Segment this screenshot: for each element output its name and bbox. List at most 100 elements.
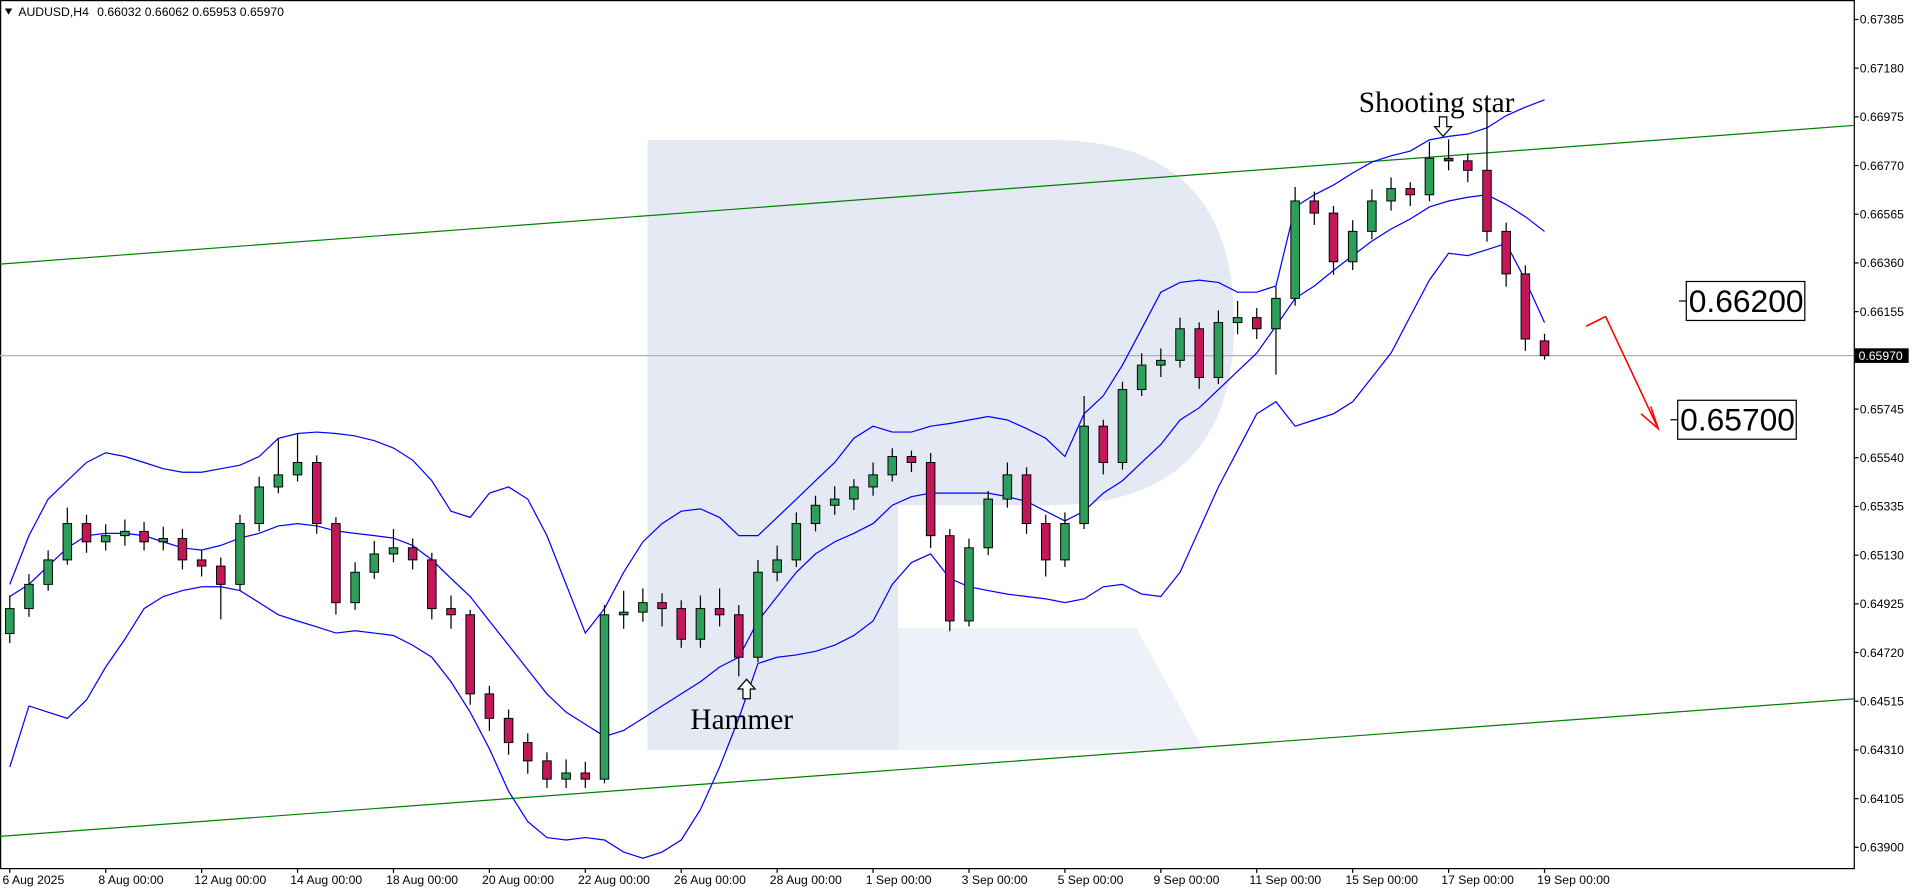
plot <box>0 99 1854 859</box>
candle-body <box>1482 169 1492 232</box>
candle-body <box>964 547 974 622</box>
watermark <box>647 140 1235 750</box>
candle-body <box>714 608 725 616</box>
candle-body <box>1194 328 1204 378</box>
x-tick-label: 15 Sep 00:00 <box>1345 873 1418 887</box>
x-tick-label: 20 Aug 00:00 <box>482 873 554 887</box>
x-tick-label: 22 Aug 00:00 <box>578 873 650 887</box>
candle-body <box>1290 200 1300 299</box>
candle-body <box>273 474 284 488</box>
target-box <box>1685 280 1806 322</box>
candle-body <box>1117 389 1128 463</box>
x-tick-label: 1 Sep 00:00 <box>866 873 932 887</box>
candle-body <box>676 608 686 640</box>
candle-body <box>925 462 936 537</box>
candle-body <box>1328 212 1339 263</box>
candle-body <box>503 717 514 744</box>
candle-body <box>1501 230 1511 275</box>
channel-line <box>0 124 1854 265</box>
candle-body <box>695 608 706 640</box>
y-tick-label: 0.65335 <box>1860 500 1904 514</box>
forecast-head <box>1640 406 1660 431</box>
channel-line <box>0 698 1854 838</box>
candle-body <box>24 583 34 610</box>
candle-body <box>1002 474 1013 500</box>
candle-body <box>561 772 571 780</box>
candle-body <box>1347 230 1358 263</box>
band-middle <box>9 194 1545 738</box>
candle-body <box>407 547 418 561</box>
candle-body <box>1040 523 1051 561</box>
candle-body <box>177 538 188 561</box>
candle-body <box>292 462 303 476</box>
candle-body <box>388 547 399 555</box>
candle-body <box>43 559 53 585</box>
y-tick-label: 0.65130 <box>1860 548 1904 562</box>
x-tick-label: 9 Sep 00:00 <box>1154 873 1220 887</box>
candle-body <box>1079 425 1089 525</box>
candle-body <box>1213 322 1224 378</box>
candle-body <box>216 565 226 585</box>
candle-body <box>158 538 169 543</box>
target-label: 0.65700 <box>1680 402 1795 438</box>
candle-body <box>62 523 73 561</box>
candle-body <box>484 693 495 719</box>
candle-body <box>1443 157 1454 162</box>
candle-body <box>1424 157 1435 196</box>
candle-body <box>1367 200 1377 232</box>
y-tick-label: 0.64720 <box>1860 646 1904 660</box>
candle-body <box>5 608 15 635</box>
forecast-arrow <box>1585 315 1660 431</box>
y-tick-label: 0.63900 <box>1860 841 1904 855</box>
y-tick-label: 0.67385 <box>1860 13 1904 27</box>
target-label: 0.66200 <box>1689 283 1804 319</box>
candle-body <box>350 571 360 604</box>
candle-body <box>1060 523 1070 561</box>
candle-body <box>311 462 322 525</box>
y-tick-label: 0.64105 <box>1860 792 1904 806</box>
watermark-leg <box>898 628 1204 750</box>
annotation: Hammer <box>690 704 793 736</box>
candle-body <box>81 523 92 543</box>
header-high: 0.66062 <box>145 5 189 19</box>
x-tick-label: 5 Sep 00:00 <box>1058 873 1124 887</box>
candle-body <box>1405 188 1416 196</box>
header-low: 0.65953 <box>192 5 236 19</box>
header-text: AUDUSD,H4 0.66032 0.66062 0.65953 0.6597… <box>18 5 284 19</box>
candle-body <box>791 523 802 561</box>
candle-body <box>1463 160 1473 171</box>
candle-body <box>235 523 245 585</box>
candle-body <box>734 614 744 658</box>
y-tick-label: 0.64310 <box>1860 743 1904 757</box>
y-tick-label: 0.64515 <box>1860 695 1904 709</box>
candle-body <box>1251 317 1262 330</box>
candle-body <box>1098 425 1109 463</box>
forecast-path <box>1585 315 1659 429</box>
candle-body <box>638 602 648 613</box>
candle-body <box>849 486 859 500</box>
candle-body <box>1309 200 1320 214</box>
candle-body <box>522 742 533 762</box>
candle-body <box>829 498 840 506</box>
candle-body <box>446 608 456 616</box>
candle-body <box>427 559 437 610</box>
candle-body <box>1539 340 1550 357</box>
last-price-label: 0.65970 <box>1859 349 1903 363</box>
annotation: Shooting star <box>1359 87 1515 119</box>
hammer-arrow <box>736 678 757 700</box>
candle-body <box>580 772 591 780</box>
x-tick-label: 18 Aug 00:00 <box>386 873 458 887</box>
y-tick-label: 0.66565 <box>1860 208 1904 222</box>
x-tick-label: 14 Aug 00:00 <box>290 873 362 887</box>
y-tick-label: 0.65540 <box>1860 451 1904 465</box>
candle-body <box>772 559 782 573</box>
y-tick-label: 0.66360 <box>1860 256 1904 270</box>
x-tick-label: 19 Sep 00:00 <box>1537 873 1610 887</box>
candle-body <box>1175 328 1185 361</box>
candle-body <box>254 486 264 525</box>
last-price-box <box>1854 348 1909 363</box>
plot-frame <box>0 0 1855 870</box>
x-tick-label: 12 Aug 00:00 <box>194 873 266 887</box>
candle-body <box>1136 364 1147 391</box>
